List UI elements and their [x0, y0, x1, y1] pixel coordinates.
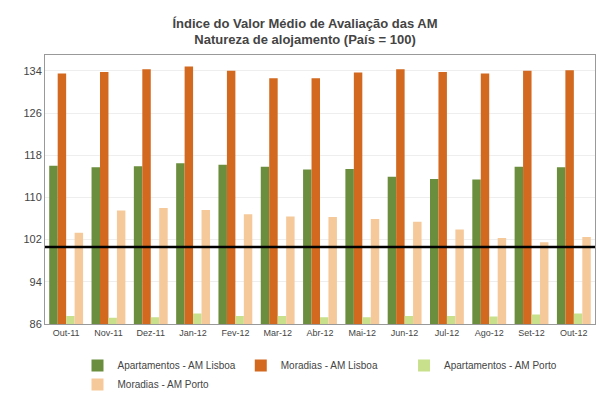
svg-text:Mai-12: Mai-12 — [349, 328, 377, 338]
svg-text:Set-12: Set-12 — [518, 328, 545, 338]
svg-text:Apartamentos - AM Lisboa: Apartamentos - AM Lisboa — [118, 360, 236, 371]
svg-text:Índice do Valor Médio de Avali: Índice do Valor Médio de Avaliação das A… — [172, 16, 437, 48]
svg-text:126: 126 — [23, 107, 41, 119]
svg-text:94: 94 — [30, 276, 42, 288]
svg-text:Nov-11: Nov-11 — [94, 328, 122, 338]
svg-text:Ago-12: Ago-12 — [475, 328, 504, 338]
svg-text:Jun-12: Jun-12 — [391, 328, 419, 338]
svg-text:Mar-12: Mar-12 — [263, 328, 292, 338]
svg-text:118: 118 — [24, 149, 42, 161]
svg-text:Moradias - AM Porto: Moradias - AM Porto — [118, 379, 210, 390]
svg-text:Jul-12: Jul-12 — [435, 328, 460, 338]
svg-text:134: 134 — [23, 65, 41, 77]
svg-text:Jan-12: Jan-12 — [179, 328, 207, 338]
svg-text:Abr-12: Abr-12 — [306, 328, 333, 338]
svg-text:110: 110 — [24, 191, 42, 203]
svg-text:Fev-12: Fev-12 — [221, 328, 249, 338]
svg-text:Out-11: Out-11 — [53, 328, 80, 338]
svg-text:Moradias - AM Lisboa: Moradias - AM Lisboa — [281, 360, 378, 371]
svg-text:102: 102 — [23, 233, 41, 245]
svg-text:86: 86 — [30, 318, 42, 330]
svg-text:Apartamentos - AM Porto: Apartamentos - AM Porto — [444, 360, 557, 371]
svg-text:Out-12: Out-12 — [560, 328, 588, 338]
svg-text:Dez-11: Dez-11 — [137, 328, 165, 338]
